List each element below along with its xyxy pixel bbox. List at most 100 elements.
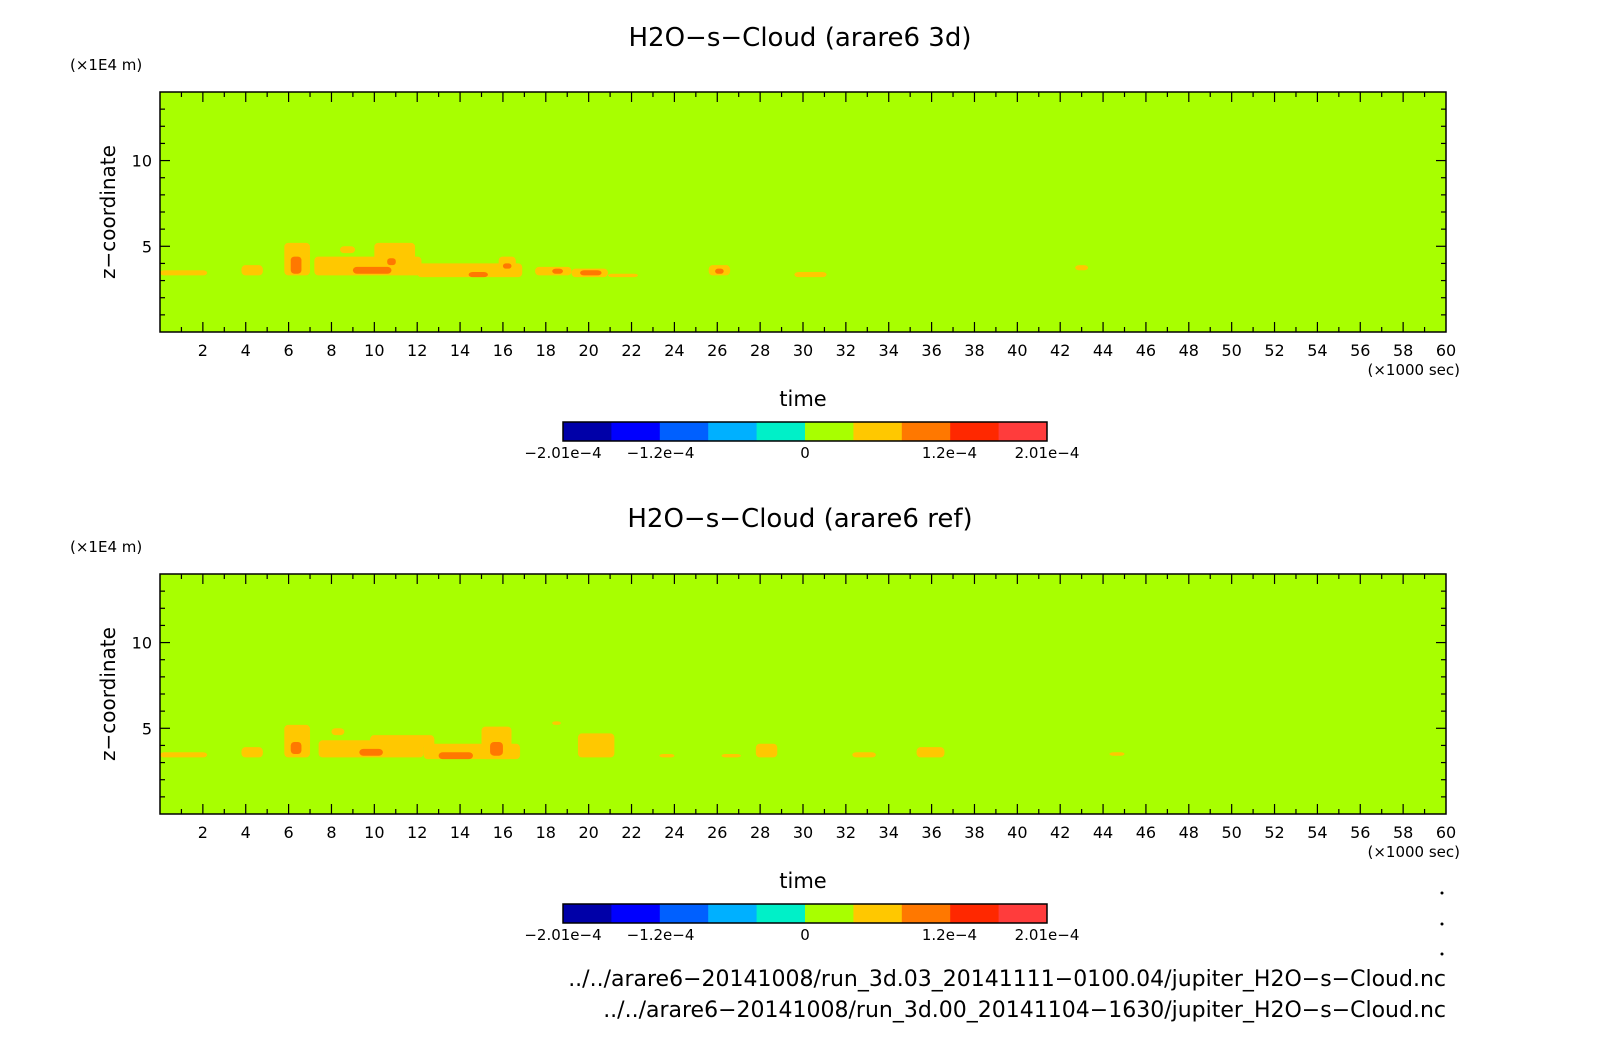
- contour-patch: [374, 242, 416, 269]
- colorbar-tick-label: 2.01e−4: [1015, 926, 1080, 944]
- chart-title-ref: H2O−s−Cloud (arare6 ref): [627, 504, 972, 534]
- x-tick-label: 36: [921, 823, 941, 842]
- x-tick-label: 10: [364, 823, 384, 842]
- x-tick-label: 8: [326, 341, 336, 360]
- y-unit-label-3d: (×1E4 m): [70, 56, 142, 74]
- field-background: [160, 92, 1446, 332]
- x-tick-label: 34: [879, 341, 899, 360]
- colorbar-swatch: [950, 904, 1000, 923]
- y-tick-label: 10: [132, 634, 152, 653]
- contour-patch: [755, 743, 778, 758]
- x-tick-label: 20: [578, 341, 598, 360]
- colorbar-swatch: [805, 904, 854, 923]
- x-tick-label: 12: [407, 341, 427, 360]
- stray-dot: [1440, 952, 1444, 956]
- x-tick-label: 46: [1136, 341, 1156, 360]
- colorbar-swatch: [950, 422, 1000, 441]
- contour-patch: [370, 735, 435, 748]
- y-axis-label-ref: z−coordinate: [96, 627, 120, 761]
- colorbar-swatch: [611, 422, 661, 441]
- colorbar-swatch: [708, 422, 758, 441]
- x-tick-label: 48: [1179, 823, 1199, 842]
- x-tick-label: 26: [707, 341, 727, 360]
- x-tick-label: 56: [1350, 341, 1370, 360]
- y-axis-label-3d: z−coordinate: [96, 145, 120, 279]
- colorbar-tick-label: −1.2e−4: [627, 444, 695, 462]
- x-tick-label: 28: [750, 823, 770, 842]
- colorbar-tick-label: 0: [800, 444, 810, 462]
- x-tick-label: 22: [621, 341, 641, 360]
- x-tick-label: 52: [1264, 341, 1284, 360]
- x-tick-label: 28: [750, 341, 770, 360]
- x-tick-label: 24: [664, 341, 684, 360]
- contour-patch: [1075, 265, 1089, 271]
- x-tick-label: 48: [1179, 341, 1199, 360]
- colorbar-swatch: [901, 904, 951, 923]
- contour-patch: [577, 733, 615, 758]
- contour-patch: [852, 752, 876, 758]
- y-unit-label-ref: (×1E4 m): [70, 538, 142, 556]
- x-tick-label: 38: [964, 341, 984, 360]
- x-unit-label-ref: (×1000 sec): [1367, 843, 1460, 861]
- colorbar-swatch: [659, 422, 709, 441]
- x-tick-label: 58: [1393, 823, 1413, 842]
- x-tick-label: 44: [1093, 341, 1113, 360]
- contour-patch: [359, 748, 383, 756]
- x-tick-label: 4: [241, 341, 251, 360]
- colorbar-swatch: [708, 904, 758, 923]
- x-tick-label: 6: [284, 341, 294, 360]
- x-tick-label: 10: [364, 341, 384, 360]
- x-tick-label: 46: [1136, 823, 1156, 842]
- contour-patch: [468, 272, 488, 278]
- x-tick-label: 58: [1393, 341, 1413, 360]
- chart-panel-3d: H2O−s−Cloud (arare6 3d) (×1E4 m) z−coord…: [70, 23, 1460, 462]
- colorbar-ref: −2.01e−4 −1.2e−4 0 1.2e−4 2.01e−4: [524, 903, 1080, 944]
- x-tick-label: 34: [879, 823, 899, 842]
- colorbar-swatch: [611, 904, 661, 923]
- colorbar-swatch: [853, 422, 903, 441]
- contour-patch: [580, 270, 602, 276]
- colorbar-swatch: [901, 422, 951, 441]
- x-tick-label: 42: [1050, 341, 1070, 360]
- colorbar-tick-label: 0: [800, 926, 810, 944]
- x-tick-label: 24: [664, 823, 684, 842]
- x-tick-label: 18: [536, 341, 556, 360]
- x-tick-label: 42: [1050, 823, 1070, 842]
- file-path-2: ../../arare6−20141008/run_3d.00_20141104…: [603, 998, 1446, 1023]
- x-tick-label: 6: [284, 823, 294, 842]
- x-tick-label: 16: [493, 823, 513, 842]
- contour-patch: [241, 747, 263, 758]
- contour-patch: [1109, 752, 1125, 756]
- x-tick-label: 8: [326, 823, 336, 842]
- x-tick-label: 22: [621, 823, 641, 842]
- x-tick-label: 26: [707, 823, 727, 842]
- colorbar-tick-label: 2.01e−4: [1015, 444, 1080, 462]
- contour-patch: [490, 742, 503, 756]
- x-axis-label-ref: time: [779, 869, 826, 893]
- x-tick-label: 14: [450, 341, 470, 360]
- x-tick-label: 32: [836, 341, 856, 360]
- x-tick-label: 20: [578, 823, 598, 842]
- colorbar-swatch: [756, 422, 806, 441]
- chart-title-3d: H2O−s−Cloud (arare6 3d): [628, 23, 971, 53]
- x-tick-label: 30: [793, 341, 813, 360]
- file-path-1: ../../arare6−20141008/run_3d.03_20141111…: [568, 967, 1446, 992]
- x-tick-label: 50: [1221, 823, 1241, 842]
- x-tick-label: 4: [241, 823, 251, 842]
- colorbar-tick-label: −2.01e−4: [524, 926, 601, 944]
- contour-patch: [438, 752, 473, 760]
- contour-patch: [502, 263, 512, 269]
- colorbar-tick-label: −1.2e−4: [627, 926, 695, 944]
- x-tick-label: 40: [1007, 341, 1027, 360]
- colorbar-frame: [562, 903, 1048, 924]
- x-tick-label: 12: [407, 823, 427, 842]
- stray-dot: [1440, 922, 1444, 926]
- x-tick-label: 36: [921, 341, 941, 360]
- colorbar-swatch: [563, 422, 612, 441]
- axis-ticks-ref: 2 4 6 8 10 12 14 16 18 20 22 24 26 28 30 32 34 36 38 40 42 44…: [132, 574, 1456, 842]
- contour-patch: [352, 266, 392, 274]
- x-tick-label: 54: [1307, 341, 1327, 360]
- x-tick-label: 2: [198, 823, 208, 842]
- contour-patch: [794, 272, 827, 278]
- x-tick-label: 18: [536, 823, 556, 842]
